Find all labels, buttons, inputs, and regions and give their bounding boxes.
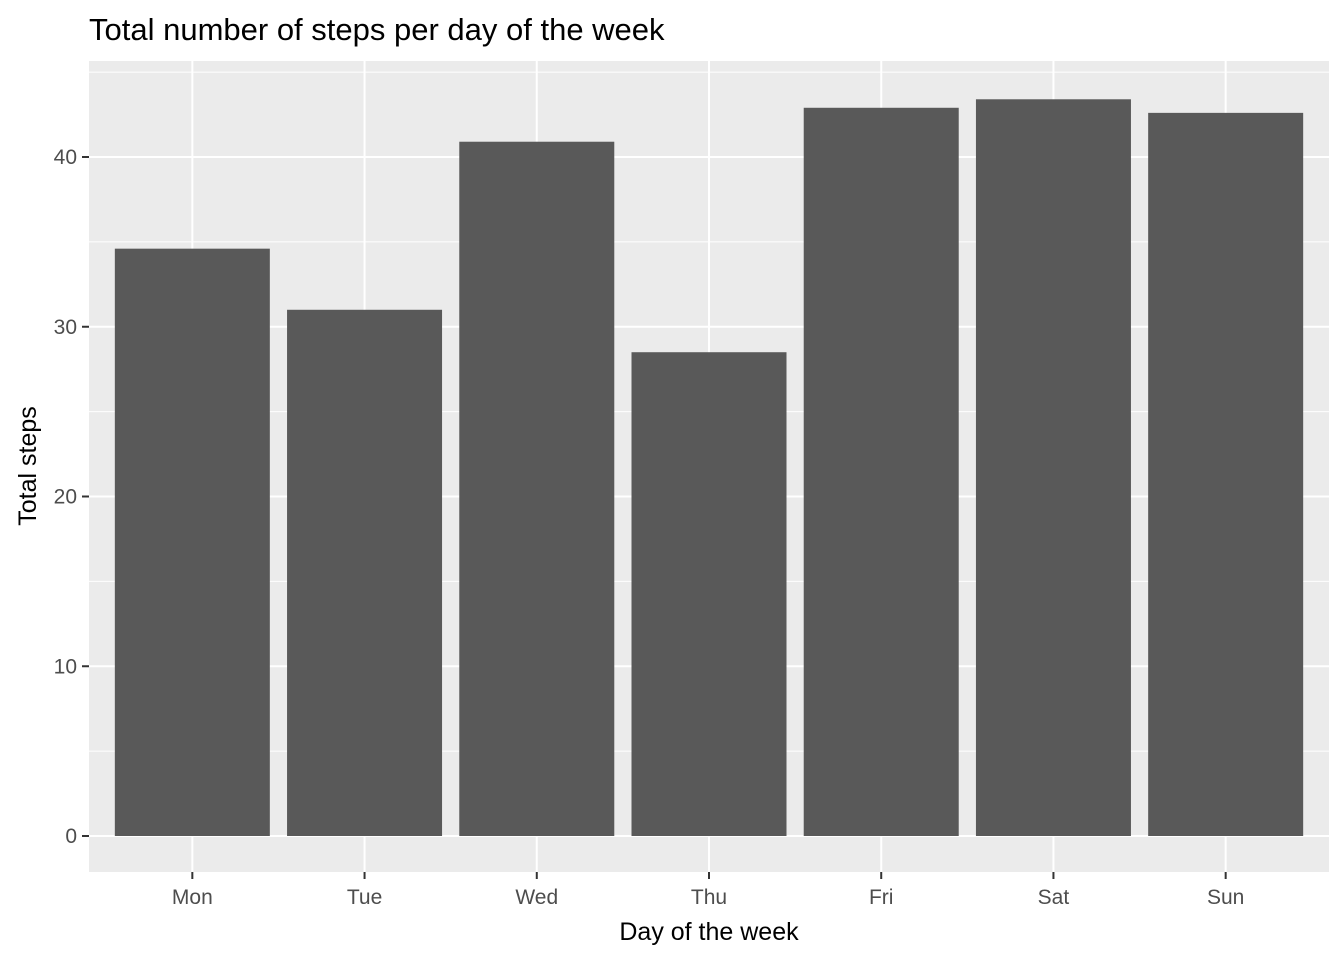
x-tick-label: Thu [691, 886, 727, 909]
y-tick-label: 0 [65, 825, 77, 848]
bar-tue [287, 309, 443, 836]
y-tick-label: 40 [54, 146, 77, 169]
x-axis-title: Day of the week [619, 918, 799, 946]
bar-sun [1148, 112, 1304, 837]
y-axis-title: Total steps [14, 406, 42, 526]
bar-wed [459, 141, 615, 836]
y-tick-label: 10 [54, 655, 77, 678]
x-tick-label: Mon [172, 886, 213, 909]
x-tick-label: Sat [1038, 886, 1070, 909]
x-tick-label: Sun [1207, 886, 1244, 909]
x-tick-label: Wed [515, 886, 558, 909]
y-tick-label: 20 [54, 486, 77, 509]
bar-thu [631, 352, 787, 836]
bar-fri [803, 107, 959, 836]
bar-sat [975, 99, 1131, 836]
bar-series [114, 99, 1304, 837]
x-axis: Mon Tue Wed Thu Fri Sat Sun [172, 872, 1244, 909]
bar-mon [114, 248, 270, 837]
x-tick-label: Tue [347, 886, 382, 909]
y-axis: 0 10 20 30 40 [54, 146, 89, 848]
y-tick-label: 30 [54, 316, 77, 339]
x-tick-label: Fri [869, 886, 894, 909]
chart-title: Total number of steps per day of the wee… [89, 12, 665, 47]
